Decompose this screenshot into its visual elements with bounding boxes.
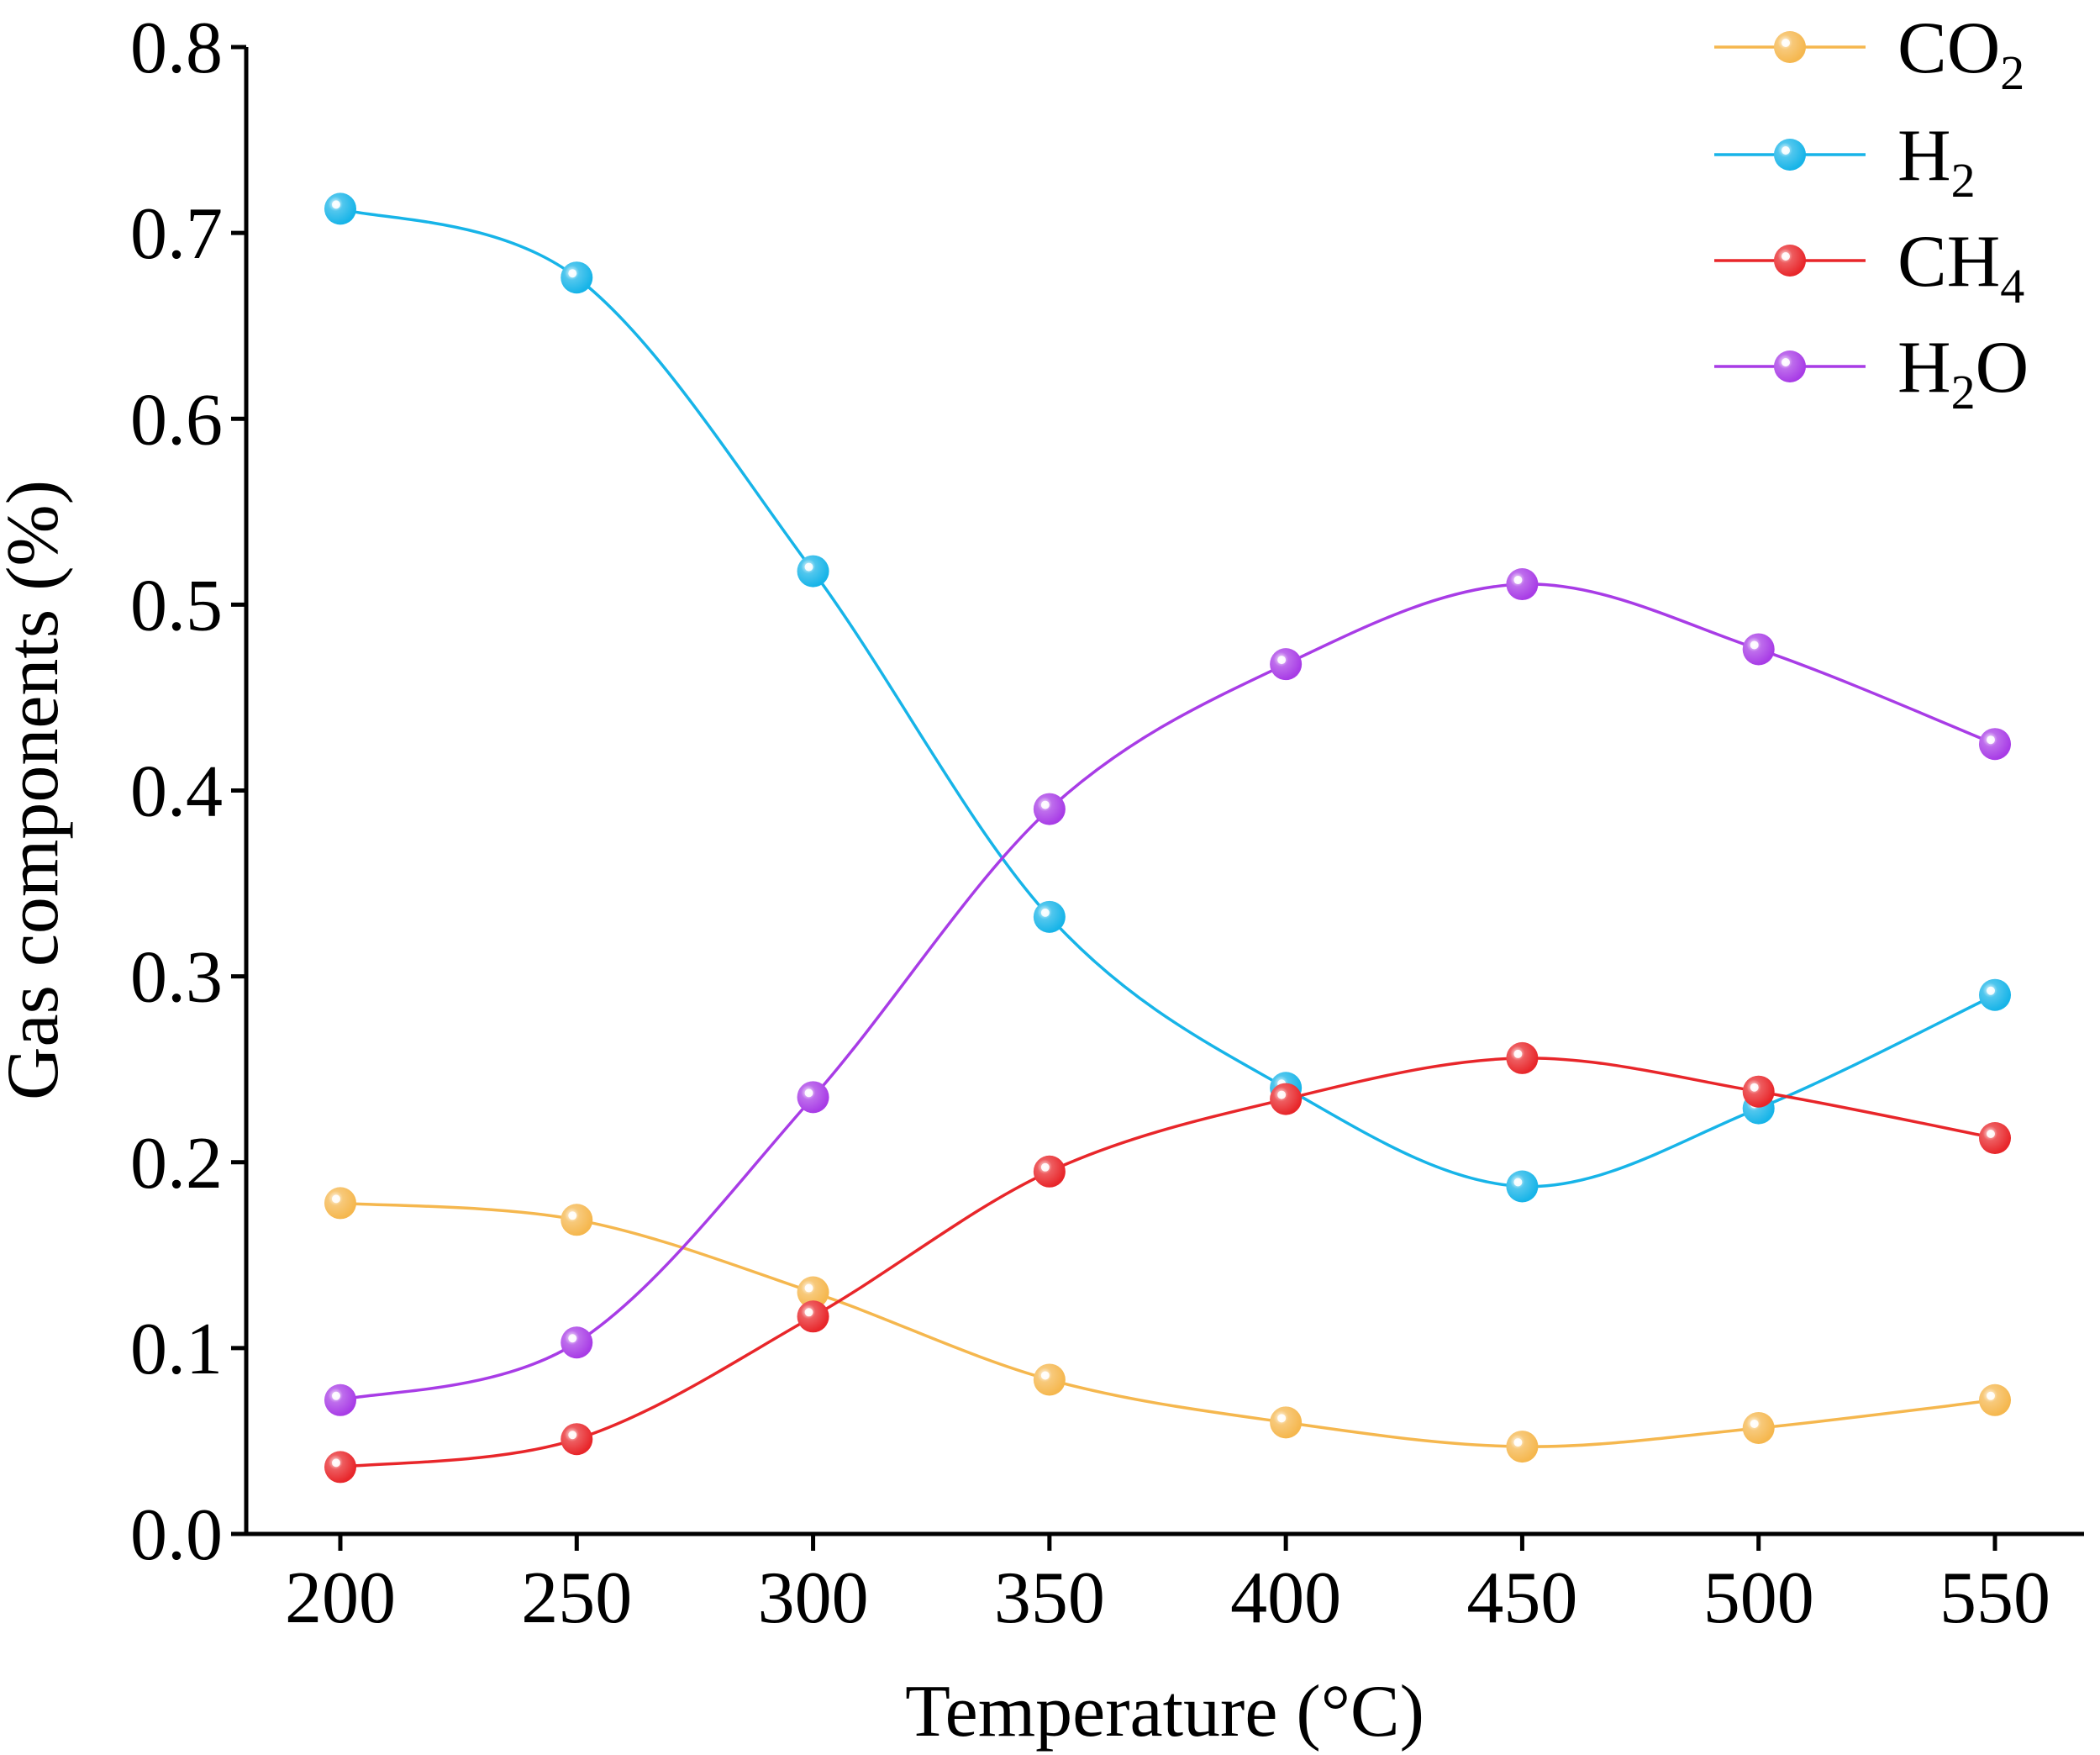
data-point-h2 <box>324 192 356 225</box>
y-axis-title: Gas components (%) <box>0 480 74 1100</box>
series-line-h2o <box>339 582 1996 1402</box>
series-ch4 <box>324 1041 2011 1484</box>
data-point-ch4 <box>1979 1122 2011 1155</box>
series-line-h2 <box>339 207 1996 1188</box>
legend-item-ch4: CH4 <box>1714 221 2024 314</box>
data-point-ch4 <box>1506 1041 1539 1074</box>
data-point-co2 <box>1742 1411 1775 1444</box>
data-point-h2o <box>324 1383 356 1416</box>
legend-label: CO2 <box>1897 8 2024 100</box>
series-co2 <box>324 1187 2011 1463</box>
x-tick-label: 450 <box>1466 1557 1577 1639</box>
legend-marker <box>1774 245 1806 277</box>
y-tick-label: 0.7 <box>130 193 223 275</box>
data-point-ch4 <box>561 1423 593 1456</box>
data-point-h2o <box>1979 728 2011 761</box>
y-tick-label: 0.5 <box>130 565 223 646</box>
x-tick-label: 350 <box>994 1557 1105 1639</box>
legend-label: CH4 <box>1897 221 2024 314</box>
data-point-h2o <box>1506 568 1539 601</box>
data-point-h2 <box>1033 900 1066 933</box>
data-point-co2 <box>324 1187 356 1220</box>
x-tick-label: 300 <box>758 1557 869 1639</box>
data-point-h2 <box>1979 978 2011 1011</box>
data-point-ch4 <box>324 1451 356 1484</box>
series-line-co2 <box>339 1201 1996 1448</box>
data-point-co2 <box>1979 1383 2011 1416</box>
series-h2o <box>324 568 2011 1416</box>
series-layer <box>324 192 2011 1484</box>
data-point-h2o <box>1270 648 1303 681</box>
data-point-ch4 <box>1742 1075 1775 1108</box>
data-point-h2 <box>797 555 829 588</box>
y-tick-label: 0.1 <box>130 1309 223 1390</box>
y-tick-label: 0.4 <box>130 751 223 833</box>
legend-marker <box>1774 31 1806 63</box>
legend-marker <box>1774 350 1806 382</box>
x-axis-ticks: 200 250 300 350 400 450 500 550 <box>285 1534 2050 1639</box>
y-tick-label: 0.6 <box>130 379 223 461</box>
series-h2 <box>324 192 2011 1203</box>
data-point-co2 <box>1033 1363 1066 1396</box>
data-point-ch4 <box>1270 1083 1303 1115</box>
legend-item-co2: CO2 <box>1714 8 2024 100</box>
x-tick-label: 250 <box>521 1557 632 1639</box>
y-tick-label: 0.2 <box>130 1123 223 1204</box>
y-tick-label: 0.8 <box>130 8 223 89</box>
legend-label: H2O <box>1897 327 2029 419</box>
data-point-ch4 <box>797 1300 829 1333</box>
data-point-co2 <box>561 1204 593 1236</box>
x-tick-label: 550 <box>1939 1557 2050 1639</box>
legend-label: H2 <box>1897 115 1976 208</box>
x-tick-label: 200 <box>285 1557 396 1639</box>
data-point-h2 <box>1506 1170 1539 1203</box>
legend-item-h2: H2 <box>1714 115 1976 208</box>
series-line-ch4 <box>339 1057 1996 1469</box>
data-point-co2 <box>1270 1406 1303 1439</box>
data-point-co2 <box>797 1276 829 1309</box>
y-tick-label: 0.0 <box>130 1494 223 1576</box>
data-point-h2 <box>561 261 593 294</box>
data-point-ch4 <box>1033 1155 1066 1188</box>
legend-item-h2o: H2O <box>1714 327 2029 419</box>
x-axis-title: Temperature (°C) <box>905 1671 1424 1752</box>
data-point-co2 <box>1506 1431 1539 1463</box>
y-tick-label: 0.3 <box>130 937 223 1019</box>
data-point-h2o <box>797 1081 829 1114</box>
data-point-h2o <box>1033 793 1066 825</box>
data-point-h2o <box>1742 633 1775 666</box>
legend-marker <box>1774 139 1806 171</box>
legend: CO2 H2 CH4 H2O <box>1714 8 2029 419</box>
x-tick-label: 400 <box>1230 1557 1341 1639</box>
y-axis-ticks: 0.0 0.1 0.2 0.3 0.4 0.5 0.6 0.7 0.8 <box>130 8 246 1576</box>
data-point-h2o <box>561 1326 593 1359</box>
plot-area: 0.0 0.1 0.2 0.3 0.4 0.5 0.6 0.7 0.8 200 250 300 350… <box>130 8 2084 1639</box>
x-tick-label: 500 <box>1703 1557 1814 1639</box>
